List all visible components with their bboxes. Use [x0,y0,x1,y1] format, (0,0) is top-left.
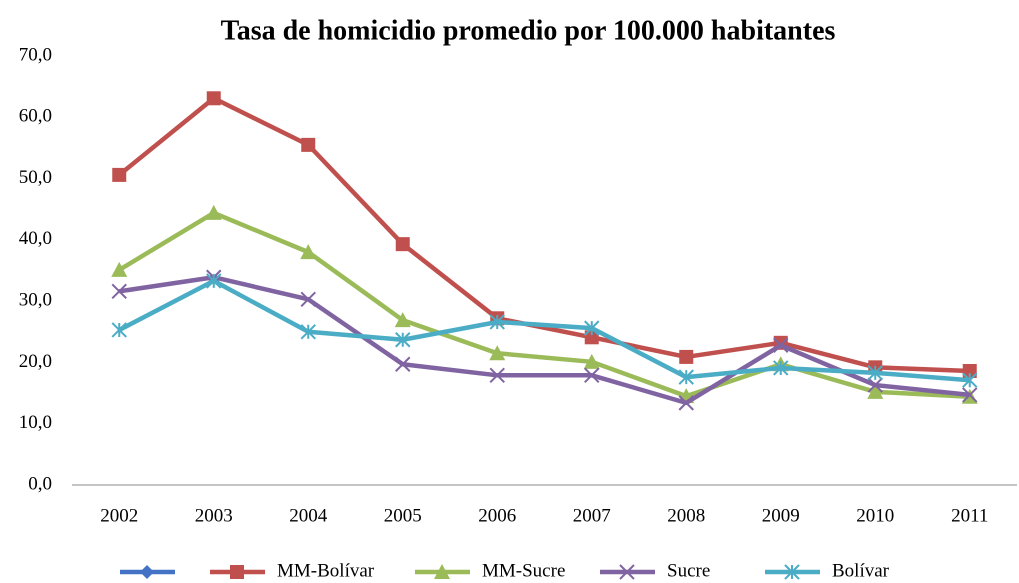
marker [584,367,600,384]
legend-marker [434,564,450,579]
marker [489,367,505,384]
marker [300,244,317,260]
line [118,274,970,406]
marker [205,204,222,220]
marker [773,337,789,353]
x-tick-label: 2008 [667,505,705,526]
marker [867,365,883,381]
series [111,273,978,388]
x-tick-label: 2006 [478,505,516,526]
y-tick-label: 10,0 [19,412,52,433]
marker [394,312,411,328]
marker [489,345,506,361]
y-tick-label: 20,0 [19,351,52,372]
marker [206,91,221,106]
y-tick-label: 40,0 [19,228,52,249]
marker [206,273,222,289]
marker [395,332,411,348]
marker [111,283,127,300]
marker [584,320,600,336]
y-tick-label: 0,0 [28,473,52,494]
line [118,278,970,383]
line [117,96,970,374]
marker [489,314,505,330]
marker [300,324,316,340]
marker [679,349,694,364]
line [118,210,970,399]
marker [112,167,127,182]
chart-title: Tasa de homicidio promedio por 100.000 h… [221,15,836,46]
x-tick-label: 2011 [951,505,988,526]
marker [678,369,694,385]
x-tick-label: 2005 [384,505,422,526]
y-tick-label: 60,0 [19,106,52,127]
legend-marker [140,565,154,579]
legend-marker [784,564,800,580]
x-tick-label: 2010 [856,505,894,526]
marker [395,356,411,372]
marker [773,360,789,376]
x-tick-label: 2007 [573,505,611,526]
marker [962,387,978,403]
legend-label: Sucre [667,560,710,581]
marker [867,377,883,393]
marker [301,137,316,152]
marker [867,383,884,399]
marker [678,395,694,411]
x-tick-label: 2003 [195,505,233,526]
y-tick-label: 50,0 [19,167,52,188]
legend-label: MM-Sucre [482,560,565,581]
marker [111,322,127,338]
legend-marker [230,565,244,579]
x-tick-label: 2002 [100,505,138,526]
marker [395,237,410,252]
marker [111,261,128,277]
marker [583,353,600,369]
series [111,269,978,411]
x-tick-label: 2009 [762,505,800,526]
marker [584,330,599,345]
legend-marker [619,564,635,580]
y-tick-label: 70,0 [19,44,52,65]
y-tick-label: 30,0 [19,290,52,311]
marker [962,364,977,379]
series [112,91,977,379]
legend-label: Bolívar [832,560,890,581]
legend-label: MM-Bolívar [277,560,375,581]
x-tick-label: 2004 [289,505,328,526]
marker [962,372,978,388]
marker [300,291,316,308]
